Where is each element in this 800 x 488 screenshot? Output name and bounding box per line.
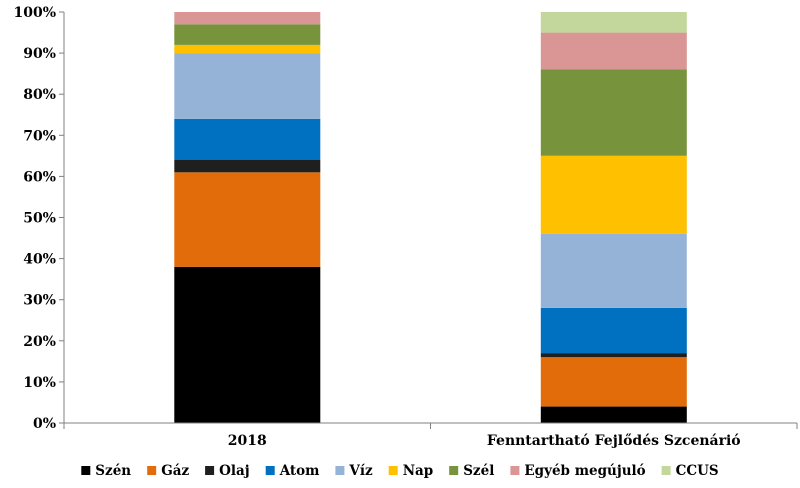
legend-label: Szél xyxy=(463,463,494,479)
legend-swatch xyxy=(265,466,275,475)
bar-segment-2-5 xyxy=(540,233,687,308)
y-tick-label: 10% xyxy=(23,375,56,391)
axes-layer: 0% 10% 20% 30% 40% 50% 60% 70% 80% 90% 100% 2018 Fen… xyxy=(13,5,798,449)
legend: Szén Gáz Olaj Atom Víz Nap Szél Egyéb megújuló C… xyxy=(81,463,719,479)
y-tick-label: 60% xyxy=(23,169,56,185)
bar-segment-2-7 xyxy=(540,69,687,156)
legend-swatch xyxy=(661,466,671,475)
y-tick-label: 20% xyxy=(23,334,56,350)
legend-item: CCUS xyxy=(661,463,719,479)
legend-label: CCUS xyxy=(676,463,719,479)
y-tick-label: 70% xyxy=(23,128,56,144)
legend-swatch xyxy=(81,466,91,475)
bar-segment-2-1 xyxy=(540,406,687,423)
bar-segment-1-4 xyxy=(174,118,321,160)
legend-item: Víz xyxy=(335,463,373,479)
y-tick-label: 40% xyxy=(23,252,56,268)
bar-segment-2-8 xyxy=(540,32,687,70)
legend-item: Nap xyxy=(388,463,434,479)
legend-label: Szén xyxy=(95,463,131,479)
x-category-label: Fenntartható Fejlődés Szcenárió xyxy=(487,433,741,449)
legend-item: Atom xyxy=(265,463,320,479)
legend-label: Egyéb megújuló xyxy=(524,463,645,479)
legend-label: Víz xyxy=(348,463,373,479)
bar-segment-2-9 xyxy=(540,12,687,33)
legend-label: Olaj xyxy=(219,463,250,479)
bar-segment-1-8 xyxy=(174,12,321,25)
bar-segment-1-6 xyxy=(174,44,321,54)
y-tick-label: 50% xyxy=(23,211,56,227)
legend-swatch xyxy=(510,466,520,475)
legend-item: Olaj xyxy=(205,463,250,479)
legend-item: Szél xyxy=(449,463,494,479)
legend-item: Gáz xyxy=(147,463,189,479)
y-tick-label: 80% xyxy=(23,87,56,103)
bar-segment-2-3 xyxy=(540,353,687,358)
bar-segment-1-7 xyxy=(174,24,321,45)
bar-segment-2-6 xyxy=(540,155,687,234)
y-tick-label: 30% xyxy=(23,293,56,309)
bar-segment-1-1 xyxy=(174,266,321,423)
legend-swatch xyxy=(205,466,215,475)
legend-swatch xyxy=(147,466,157,475)
legend-label: Gáz xyxy=(161,463,189,479)
legend-label: Nap xyxy=(403,463,434,479)
legend-swatch xyxy=(335,466,345,475)
legend-item: Szén xyxy=(81,463,131,479)
y-tick-label: 100% xyxy=(13,5,56,21)
legend-item: Egyéb megújuló xyxy=(510,463,646,479)
legend-label: Atom xyxy=(279,463,320,479)
bar-segment-2-2 xyxy=(540,357,687,407)
bar-segment-1-5 xyxy=(174,53,321,119)
legend-swatch xyxy=(449,466,459,475)
y-tick-label: 0% xyxy=(33,416,56,432)
y-tick-label: 90% xyxy=(23,46,56,62)
bar-segment-2-4 xyxy=(540,307,687,354)
bar-segment-1-2 xyxy=(174,172,321,267)
bar-segment-1-3 xyxy=(174,160,321,173)
legend-swatch xyxy=(388,466,398,475)
bars-layer xyxy=(174,12,687,423)
x-category-label: 2018 xyxy=(228,433,267,449)
